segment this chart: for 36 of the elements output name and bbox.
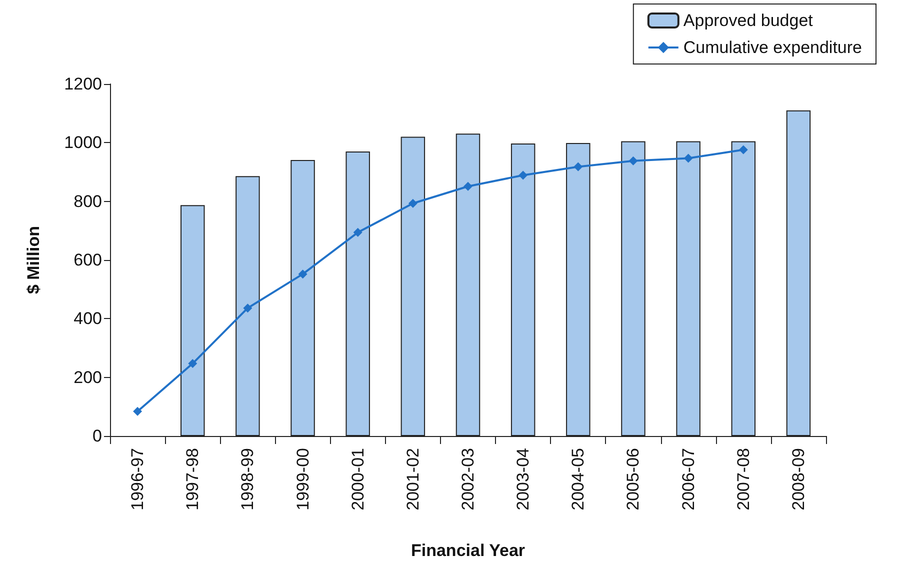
y-tick-label: 0 <box>92 426 102 446</box>
x-tick-label: 1996-97 <box>128 448 148 510</box>
y-tick-label: 600 <box>74 250 102 270</box>
x-tick-label: 2005-06 <box>624 448 643 510</box>
point <box>574 162 583 172</box>
x-tick-label: 2007-08 <box>734 448 753 510</box>
point <box>684 154 693 163</box>
point <box>518 170 528 180</box>
point <box>408 198 418 208</box>
x-axis-title: Financial Year <box>410 541 526 560</box>
x-tick-label: 2002-03 <box>458 448 478 510</box>
x-tick-label: 2000-01 <box>348 448 368 510</box>
point <box>298 270 308 279</box>
point <box>243 304 252 313</box>
y-tick-label: 1200 <box>64 74 102 94</box>
legend-label: Cumulative expenditure <box>683 38 862 57</box>
x-tick-label: 1997-98 <box>183 448 202 510</box>
x-tick-label: 1998-99 <box>238 448 258 510</box>
point <box>188 359 198 368</box>
y-axis-title: $ Million <box>24 226 43 294</box>
point <box>464 182 472 191</box>
y-tick-label: 200 <box>74 368 102 387</box>
point <box>628 156 638 166</box>
x-tick-label: 2004-05 <box>568 448 588 510</box>
x-tick-label: 1999-00 <box>293 448 312 510</box>
y-tick-label: 400 <box>74 309 102 328</box>
legend-label: Approved budget <box>683 11 814 30</box>
x-tick-label: 2008-09 <box>788 448 808 510</box>
point <box>353 228 362 237</box>
x-tick-label: 2001-02 <box>403 448 422 510</box>
x-tick-label: 2003-04 <box>514 448 533 510</box>
y-tick-label: 1000 <box>64 133 102 152</box>
x-tick-label: 2006-07 <box>678 448 698 510</box>
point <box>133 406 142 416</box>
y-tick-label: 800 <box>74 192 102 211</box>
point <box>738 145 748 154</box>
